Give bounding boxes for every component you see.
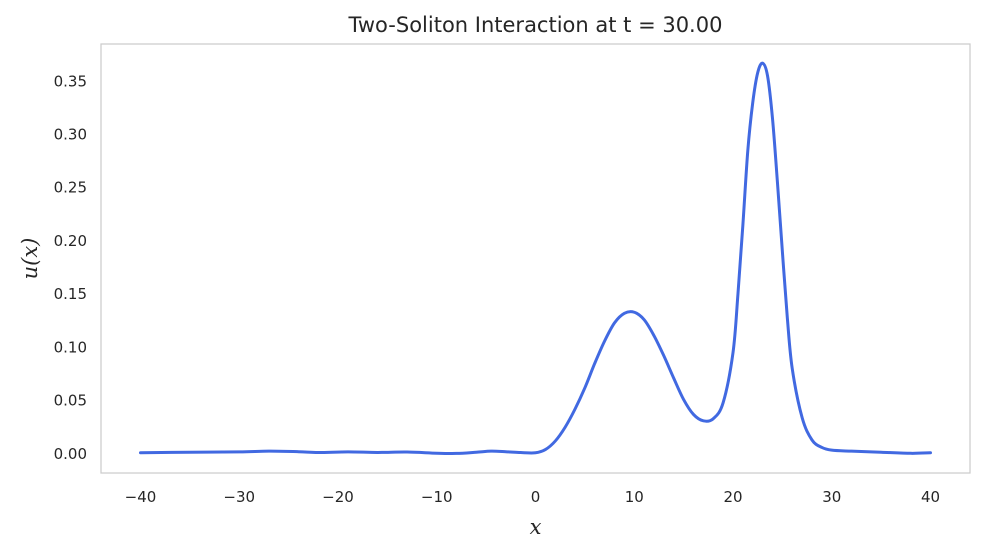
- y-tick-label: 0.05: [54, 392, 87, 410]
- series-line: [139, 61, 932, 455]
- y-tick-label: 0.00: [54, 445, 87, 463]
- plot-area: [100, 43, 971, 474]
- x-tick-label: 30: [822, 488, 841, 506]
- y-tick-label: 0.30: [54, 125, 87, 143]
- x-tick-label: 20: [723, 488, 742, 506]
- y-axis-label: u(x): [18, 238, 42, 280]
- series-layer: [139, 61, 932, 455]
- y-axis-ticks: 0.00 0.05 0.10 0.15 0.20 0.25 0.30 0.35: [54, 72, 87, 463]
- x-tick-label: −40: [125, 488, 157, 506]
- x-tick-label: −20: [322, 488, 354, 506]
- x-tick-label: 0: [531, 488, 541, 506]
- y-tick-label: 0.15: [54, 285, 87, 303]
- chart-title: Two-Soliton Interaction at t = 30.00: [348, 13, 723, 37]
- x-axis-label: x: [530, 515, 542, 539]
- y-tick-label: 0.20: [54, 232, 87, 250]
- x-axis-ticks: −40 −30 −20 −10 0 10 20 30 40: [125, 488, 940, 506]
- x-tick-label: 40: [921, 488, 940, 506]
- y-tick-label: 0.10: [54, 338, 87, 356]
- y-tick-label: 0.25: [54, 179, 87, 197]
- y-tick-label: 0.35: [54, 72, 87, 90]
- x-tick-label: −10: [421, 488, 453, 506]
- x-tick-label: 10: [625, 488, 644, 506]
- x-tick-label: −30: [223, 488, 255, 506]
